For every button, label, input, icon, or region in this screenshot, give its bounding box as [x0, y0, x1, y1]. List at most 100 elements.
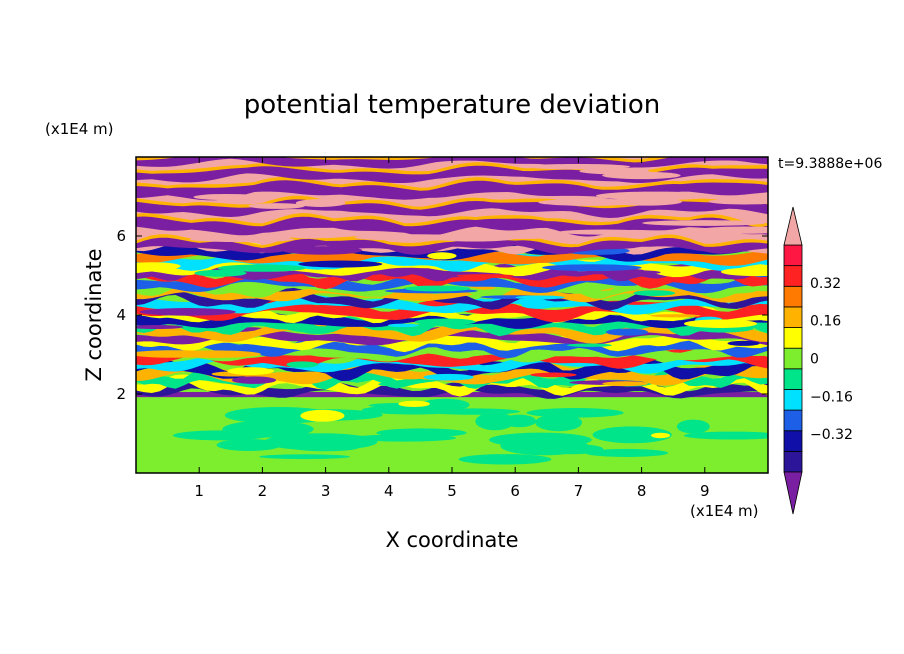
- x-tick-label: 4: [384, 482, 394, 500]
- x-tick-label: 9: [700, 482, 710, 500]
- y-tick-label: 2: [116, 385, 126, 403]
- field-patch-middle: [136, 262, 181, 271]
- field-patch-upper: [602, 171, 681, 180]
- field-patch-upper: [538, 198, 642, 206]
- colorbar-swatch: [783, 450, 803, 473]
- colorbar-extend-bottom: [783, 471, 803, 515]
- field-patch-lower: [458, 454, 552, 465]
- field-patch-middle: [378, 382, 414, 387]
- field-patch-lower: [420, 398, 470, 411]
- field-patch-middle: [217, 264, 306, 272]
- y-unit-label: (x1E4 m): [45, 120, 114, 138]
- field-patch-middle: [727, 340, 760, 346]
- colorbar-swatch: [783, 430, 803, 452]
- plot-area: [136, 157, 768, 473]
- field-patch-upper: [193, 193, 260, 201]
- field-patch-middle: [541, 264, 642, 272]
- x-tick-label: 5: [447, 482, 457, 500]
- field-patch-middle: [683, 319, 758, 328]
- field-band-middle: [136, 326, 768, 346]
- x-tick-label: 1: [194, 482, 204, 500]
- field-patch-lower: [376, 428, 467, 438]
- y-axis-ticks: 2 4 6: [116, 227, 768, 403]
- x-tick-label: 6: [510, 482, 520, 500]
- field-patch-lower: [676, 419, 710, 434]
- colorbar-extend-top: [783, 206, 803, 246]
- field-patch-middle: [298, 260, 383, 268]
- field-patch-middle: [602, 381, 649, 387]
- colorbar-swatch: [783, 285, 803, 308]
- colorbar-swatch: [783, 409, 803, 432]
- x-tick-label: 8: [637, 482, 647, 500]
- colorbar-swatch: [783, 368, 803, 390]
- field-patch-middle: [414, 318, 476, 326]
- field-patch-lower: [592, 426, 672, 444]
- field-patch-lower: [526, 408, 624, 418]
- field-patch-middle: [136, 324, 184, 330]
- x-unit-label: (x1E4 m): [690, 502, 759, 520]
- colorbar-swatch: [783, 327, 803, 349]
- chart-title: potential temperature deviation: [244, 90, 660, 120]
- colorbar-tick-label: 0: [810, 352, 819, 368]
- field-patch-lower: [259, 454, 350, 460]
- field-patch-lower: [222, 420, 314, 438]
- colorbar: 0.32 0.16 0 −0.16 −0.32: [783, 206, 853, 515]
- field-patch-lower: [489, 432, 592, 448]
- field-patch-lower: [475, 412, 515, 431]
- field-patch-lower: [290, 443, 360, 452]
- field-patch-middle: [566, 343, 613, 347]
- field-patch-middle: [633, 290, 676, 297]
- field-patch-middle: [404, 285, 471, 292]
- field-patch-lower: [651, 432, 671, 439]
- field-patch-upper: [595, 191, 715, 201]
- field-patch-middle: [650, 314, 701, 318]
- field-patch-middle: [423, 373, 474, 381]
- y-axis-label: Z coordinate: [82, 248, 106, 381]
- time-label: t=9.3888e+06: [778, 156, 882, 172]
- field-patch-upper: [189, 236, 295, 243]
- field-patch-middle: [456, 274, 514, 278]
- field-patch-upper: [284, 230, 336, 239]
- colorbar-tick-label: 0.16: [810, 314, 841, 330]
- field-patch-middle: [521, 301, 556, 309]
- y-tick-label: 4: [116, 306, 126, 324]
- colorbar-tick-label: −0.32: [810, 427, 853, 443]
- field-patch-lower: [535, 413, 583, 432]
- field-patch-middle: [231, 376, 277, 384]
- x-tick-label: 7: [574, 482, 584, 500]
- colorbar-swatch: [783, 347, 803, 370]
- colorbar-swatch: [783, 265, 803, 287]
- field-patch-lower: [300, 409, 345, 422]
- x-tick-label: 3: [321, 482, 331, 500]
- field-patch-middle: [194, 269, 247, 277]
- field-band-upper: [136, 165, 768, 183]
- field-patch-lower: [216, 439, 282, 451]
- y-tick-label: 6: [116, 227, 126, 245]
- field-patch-lower: [585, 448, 669, 457]
- field-patch-middle: [605, 328, 648, 336]
- colorbar-tick-label: −0.16: [810, 389, 853, 405]
- field-band-upper: [136, 237, 768, 255]
- colorbar-swatch: [783, 306, 803, 328]
- field-patch-lower: [683, 431, 768, 440]
- field-patch-middle: [136, 350, 224, 358]
- field-patch-lower: [398, 400, 430, 408]
- field-patch-upper: [524, 163, 631, 170]
- field-band-middle: [136, 284, 768, 303]
- field-patch-middle: [617, 270, 661, 275]
- field-patch-upper: [708, 198, 768, 205]
- field-patch-middle: [427, 252, 457, 260]
- field-patch-upper: [442, 234, 564, 240]
- field-patch-middle: [286, 361, 319, 368]
- field-patch-middle: [720, 267, 768, 277]
- field-patch-upper: [248, 203, 305, 209]
- x-axis-label: X coordinate: [385, 528, 518, 552]
- field-patch-upper: [295, 199, 346, 207]
- field-patch-middle: [530, 372, 577, 378]
- x-tick-label: 2: [258, 482, 268, 500]
- field-patch-upper: [642, 220, 765, 226]
- field-patch-middle: [139, 308, 236, 316]
- colorbar-swatch: [783, 244, 803, 267]
- field-band-middle: [136, 336, 768, 359]
